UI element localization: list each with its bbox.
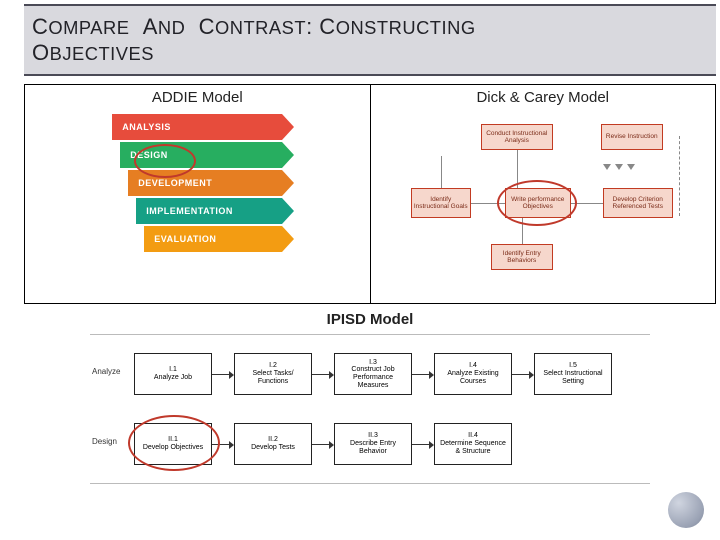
- dc-box-tests: Develop Criterion Referenced Tests: [603, 188, 673, 218]
- ipisd-diagram: Analyze Design I.1Analyze Job I.2Select Tas…: [90, 334, 650, 484]
- dick-carey-diagram: Conduct Instructional Analysis Revise Ins…: [393, 116, 693, 286]
- ipisd-row-label: Analyze: [92, 367, 120, 376]
- left-rail: [0, 0, 22, 540]
- content-area: ADDIE Model ANALYSISDESIGNDEVELOPMENTIMP…: [24, 84, 716, 536]
- addie-stack: ANALYSISDESIGNDEVELOPMENTIMPLEMENTATIONE…: [112, 114, 282, 254]
- ipisd-row-label: Design: [92, 437, 117, 446]
- dc-box-entry: Identify Entry Behaviors: [491, 244, 553, 270]
- dc-box-conduct: Conduct Instructional Analysis: [481, 124, 553, 150]
- ipisd-box-II-2: II.2Develop Tests: [234, 423, 312, 465]
- ipisd-box-II-4: II.4Determine Sequence & Structure: [434, 423, 512, 465]
- addie-step-analysis: ANALYSIS: [112, 114, 282, 140]
- arrow-down-icon: [603, 164, 611, 170]
- addie-step-implementation: IMPLEMENTATION: [136, 198, 282, 224]
- dc-box-objectives: Write performance Objectives: [505, 188, 571, 218]
- top-row: ADDIE Model ANALYSISDESIGNDEVELOPMENTIMP…: [24, 84, 716, 304]
- ipisd-panel: IPISD Model Analyze Design I.1Analyze Job I…: [24, 304, 716, 485]
- ipisd-box-I-5: I.5Select Instructional Setting: [534, 353, 612, 395]
- ipisd-box-II-3: II.3Describe Entry Behavior: [334, 423, 412, 465]
- ipisd-title: IPISD Model: [25, 311, 715, 328]
- ipisd-box-I-1: I.1Analyze Job: [134, 353, 212, 395]
- dick-carey-title: Dick & Carey Model: [476, 89, 609, 106]
- addie-step-evaluation: EVALUATION: [144, 226, 282, 252]
- ipisd-box-I-3: I.3Construct Job Performance Measures: [334, 353, 412, 395]
- addie-title: ADDIE Model: [152, 89, 243, 106]
- addie-step-development: DEVELOPMENT: [128, 170, 282, 196]
- arrow-down-icon: [615, 164, 623, 170]
- slide-title: COMPARE AND CONTRAST: CONSTRUCTINGOBJECT…: [32, 14, 476, 67]
- decorative-sphere-icon: [668, 492, 704, 528]
- arrow-down-icon: [627, 164, 635, 170]
- ipisd-box-I-2: I.2Select Tasks/ Functions: [234, 353, 312, 395]
- slide-title-band: COMPARE AND CONTRAST: CONSTRUCTINGOBJECT…: [24, 4, 716, 76]
- addie-step-design: DESIGN: [120, 142, 282, 168]
- ipisd-box-II-1: II.1Develop Objectives: [134, 423, 212, 465]
- addie-panel: ADDIE Model ANALYSISDESIGNDEVELOPMENTIMP…: [24, 84, 371, 304]
- dick-carey-panel: Dick & Carey Model Conduct Instructional…: [371, 84, 717, 304]
- ipisd-box-I-4: I.4Analyze Existing Courses: [434, 353, 512, 395]
- dc-box-revise: Revise Instruction: [601, 124, 663, 150]
- dc-box-goals: Identify Instructional Goals: [411, 188, 471, 218]
